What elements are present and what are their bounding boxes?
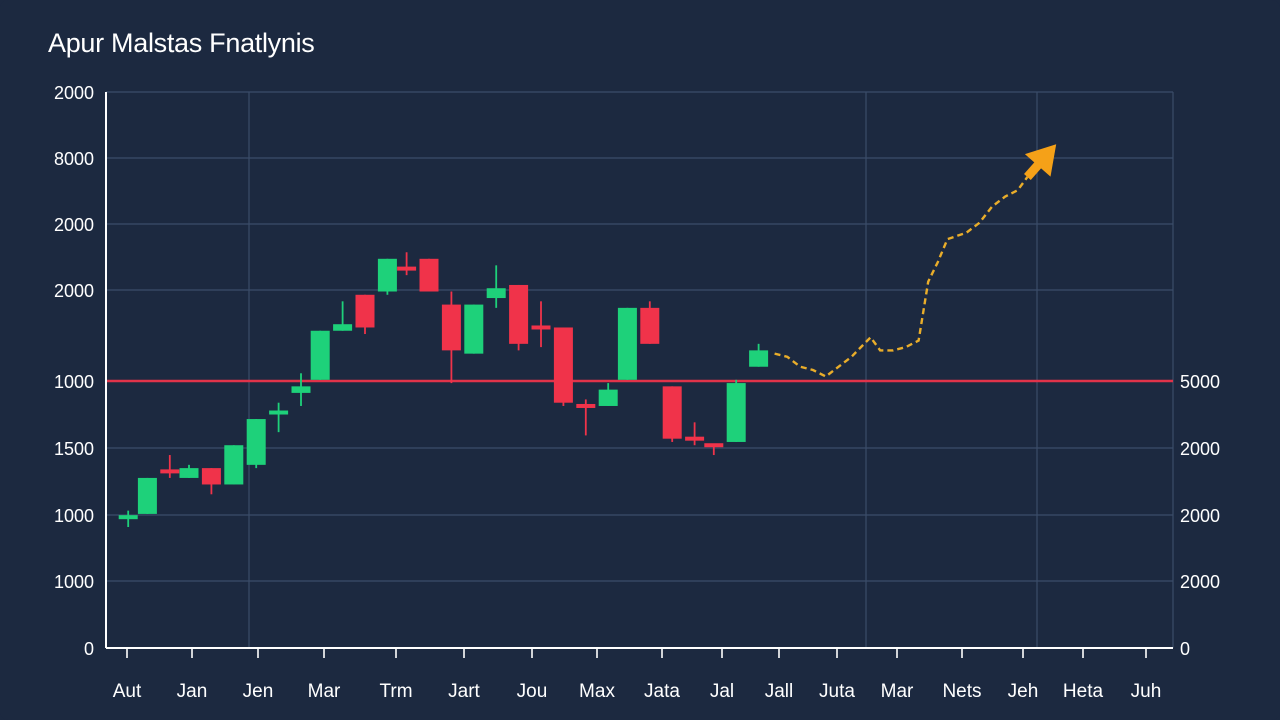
left-tick-label: 0 [84,639,94,659]
left-tick-label: 2000 [54,281,94,301]
candle-body [662,386,682,439]
x-tick-label: Mar [881,681,914,702]
candle-body [269,410,289,415]
candle-body [553,327,573,403]
candle-body [333,324,353,331]
candle-body [617,307,637,380]
candle-body [118,515,138,520]
candle-body [137,477,157,514]
candle-body [224,445,244,485]
left-tick-label: 1500 [54,439,94,459]
left-tick-label: 1000 [54,572,94,592]
x-tick-label: Jall [765,681,794,702]
x-tick-label: Jal [710,681,734,702]
candle-body [685,436,705,441]
x-tick-label: Mar [308,681,341,702]
right-tick-label: 2000 [1180,439,1220,459]
x-tick-label: Aut [113,681,142,702]
left-tick-label: 1000 [54,372,94,392]
candle-body [310,330,330,380]
x-tick-label: Jeh [1008,681,1039,702]
x-tick-label: Jata [644,681,680,702]
candle-body [598,389,618,406]
left-tick-label: 8000 [54,149,94,169]
projection-line [774,176,1029,378]
candle-body [704,443,724,448]
candle-body [160,469,180,474]
candle-body [441,304,461,351]
x-tick-label: Max [579,681,615,702]
x-tick-label: Jart [448,681,480,702]
projection-layer [774,144,1057,378]
candle-body [576,403,596,408]
x-tick-label: Juh [1131,681,1162,702]
x-tick-label: Jen [243,681,274,702]
candle-body [464,304,484,354]
right-tick-label: 5000 [1180,372,1220,392]
candle-body [419,258,439,292]
x-tick-label: Trm [379,681,412,702]
left-tick-label: 2000 [54,215,94,235]
candle-body [179,468,199,478]
candles [118,252,769,527]
left-tick-label: 1000 [54,506,94,526]
candle-body [726,383,746,442]
axes [105,92,1173,658]
x-tick-label: Juta [819,681,855,702]
candle-body [246,419,266,465]
candle-body [291,386,311,393]
left-tick-label: 2000 [54,83,94,103]
candle-body [355,294,375,328]
right-tick-label: 2000 [1180,572,1220,592]
x-tick-label: Jou [517,681,548,702]
tick-labels: 2000 8000 2000 2000 1000 1500 1000 1000 0 5000 200… [54,83,1220,702]
candle-body [640,307,660,344]
grid-lines [106,91,1174,648]
candle-body [377,258,397,292]
projection-arrow-head [1024,144,1057,177]
chart-title: Apur Malstas Fnatlynis [48,28,315,58]
candle-body [486,288,506,299]
x-tick-label: Nets [942,681,981,702]
candle-body [509,284,529,344]
x-tick-label: Jan [177,681,208,702]
right-tick-label: 2000 [1180,506,1220,526]
candle-body [201,468,221,485]
candle-body [397,266,417,271]
candle-body [749,350,769,367]
x-tick-label: Heta [1063,681,1104,702]
candle-body [531,325,551,330]
right-tick-label: 0 [1180,639,1190,659]
